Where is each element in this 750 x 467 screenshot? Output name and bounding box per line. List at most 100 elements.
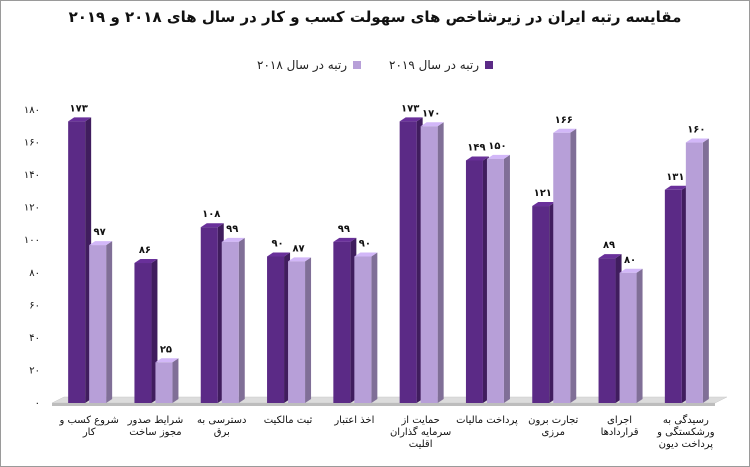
- data-label-2019: ۸۹: [603, 240, 615, 251]
- legend-item-2018: رتبه در سال ۲۰۱۸: [257, 58, 361, 72]
- x-category-label: پرداخت مالیات: [456, 415, 518, 426]
- bar-top-2018: [685, 138, 709, 143]
- x-category-label: برق: [214, 427, 230, 438]
- data-label-2018: ۱۶۶: [555, 115, 573, 126]
- x-category-label: حمایت از: [400, 415, 439, 426]
- bar-2018: [619, 272, 637, 403]
- bar-side-2018: [702, 138, 709, 404]
- data-label-2019: ۱۲۱: [534, 188, 552, 199]
- y-tick-label: ۲۰: [29, 365, 40, 376]
- x-category-label: دسترسی به: [197, 415, 246, 426]
- bar-top-2019: [333, 237, 357, 242]
- data-label-2018: ۱۷۰: [422, 108, 440, 119]
- y-tick-label: ۱۴۰: [24, 170, 40, 181]
- x-category-label: شرایط صدور: [127, 415, 184, 426]
- bar-top-2019: [200, 223, 224, 228]
- bar-2018: [685, 142, 703, 404]
- x-category-label: اجرای: [607, 415, 632, 426]
- x-category-label: پرداخت دیون: [659, 439, 714, 450]
- bar-side-2018: [437, 122, 444, 404]
- y-tick-label: ۱۲۰: [24, 203, 40, 214]
- data-label-2018: ۱۵۰: [488, 141, 506, 152]
- data-label-2018: ۲۵: [160, 344, 172, 355]
- y-tick-label: ۸۰: [29, 268, 40, 279]
- legend-swatch-2018: [353, 61, 361, 69]
- bar-2019: [333, 241, 351, 403]
- x-category-label: قراردادها: [601, 427, 639, 438]
- bar-top-2019: [664, 185, 688, 190]
- legend-label-2018: رتبه در سال ۲۰۱۸: [257, 58, 347, 72]
- bar-top-2018: [221, 237, 245, 242]
- bar-side-2018: [371, 252, 378, 403]
- y-tick-label: ۶۰: [29, 300, 40, 311]
- data-label-2019: ۱۳۱: [666, 172, 684, 183]
- bar-top-2018: [486, 154, 510, 159]
- data-label-2018: ۸۰: [624, 255, 636, 266]
- bar-2018: [420, 126, 438, 404]
- x-category-label: کار: [82, 427, 96, 438]
- bar-2018: [486, 158, 504, 403]
- bar-top-2019: [399, 117, 423, 122]
- x-category-label: اخذ اعتبار: [333, 415, 374, 426]
- bar-2018: [354, 256, 372, 403]
- bar-2018: [553, 132, 571, 404]
- bar-top-2018: [553, 128, 577, 133]
- x-category-label: مرزی: [541, 427, 565, 438]
- x-category-label: ورشکستگی و: [656, 426, 715, 438]
- bar-top-2018: [619, 268, 643, 273]
- data-label-2019: ۹۰: [271, 239, 283, 250]
- bar-side-2018: [305, 257, 312, 403]
- bar-top-2019: [465, 156, 489, 161]
- bar-side-2018: [106, 241, 113, 403]
- data-label-2018: ۹۰: [359, 239, 371, 250]
- bar-side-2018: [503, 154, 510, 403]
- bar-top-2019: [267, 252, 291, 257]
- x-category-label: ثبت مالکیت: [264, 415, 313, 426]
- bar-top-2018: [354, 252, 378, 257]
- data-label-2019: ۸۶: [139, 245, 151, 256]
- x-category-label: شروع کسب و: [58, 415, 118, 426]
- bar-side-2018: [570, 128, 577, 404]
- bar-2018: [155, 362, 173, 403]
- bar-top-2019: [68, 117, 92, 122]
- bar-2019: [399, 121, 417, 404]
- bar-top-2019: [598, 254, 622, 259]
- data-label-2019: ۱۴۹: [467, 142, 485, 153]
- bar-top-2018: [288, 257, 312, 262]
- bar-2019: [200, 227, 218, 403]
- data-label-2019: ۱۷۳: [401, 103, 419, 114]
- bar-2019: [465, 160, 483, 403]
- bar-2019: [598, 258, 616, 403]
- x-category-label: مجوز ساخت: [129, 427, 181, 438]
- bar-top-2018: [89, 241, 113, 246]
- legend-item-2019: رتبه در سال ۲۰۱۹: [389, 58, 493, 72]
- bar-2018: [288, 261, 306, 403]
- bar-side-2018: [636, 268, 643, 403]
- legend-swatch-2019: [484, 61, 493, 69]
- x-category-label: تجارت برون: [528, 415, 578, 426]
- bar-2019: [532, 206, 550, 403]
- data-label-2019: ۹۹: [338, 224, 350, 235]
- chart-floor-edge: [52, 403, 715, 406]
- data-label-2018: ۹۷: [94, 227, 106, 238]
- bar-top-2019: [532, 202, 556, 207]
- bar-2018: [89, 245, 107, 403]
- data-label-2018: ۱۶۰: [687, 125, 705, 136]
- bar-2019: [664, 189, 682, 403]
- legend-label-2019: رتبه در سال ۲۰۱۹: [389, 58, 479, 72]
- bar-top-2019: [134, 259, 158, 264]
- x-category-label: رسیدگی به: [663, 414, 709, 426]
- y-tick-label: ۱۶۰: [24, 138, 40, 149]
- bar-side-2018: [172, 358, 179, 403]
- data-label-2019: ۱۰۸: [202, 209, 220, 220]
- y-tick-label: ۴۰: [29, 333, 40, 344]
- chart-title: مقایسه رتبه ایران در زیرشاخص های سهولت ک…: [68, 8, 682, 26]
- data-label-2018: ۸۷: [292, 243, 304, 254]
- bar-2019: [68, 121, 86, 404]
- bar-side-2018: [238, 237, 245, 403]
- y-tick-label: ۱۸۰: [24, 105, 40, 116]
- y-tick-label: ۱۰۰: [24, 235, 40, 246]
- data-label-2018: ۹۹: [226, 224, 238, 235]
- bar-2019: [267, 256, 285, 403]
- x-category-label: اقلیت: [409, 439, 433, 450]
